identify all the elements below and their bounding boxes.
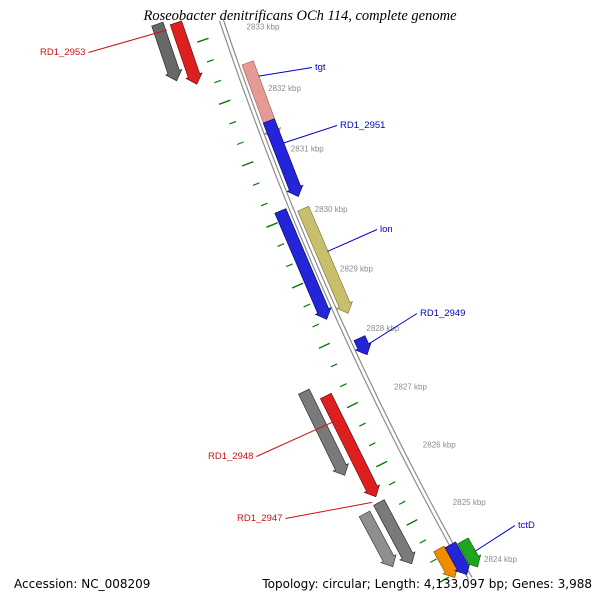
- accession-text: Accession: NC_008209: [14, 577, 151, 591]
- ruler-label: 2829 kbp: [340, 265, 373, 274]
- ruler-label: 2830 kbp: [315, 205, 348, 214]
- minor-tick: [430, 558, 437, 563]
- status-bar: Accession: NC_008209 Topology: circular;…: [0, 575, 600, 591]
- gene-RD1_2947[interactable]: [373, 499, 416, 565]
- minor-tick: [330, 363, 338, 368]
- major-tick: [266, 222, 278, 228]
- genome-summary-text: Topology: circular; Length: 4,133,097 bp…: [262, 577, 592, 591]
- ruler-label: 2831 kbp: [291, 145, 324, 154]
- minor-tick: [368, 442, 376, 447]
- label-leader: [88, 29, 167, 53]
- gene-label-RD1_2951[interactable]: RD1_2951: [340, 120, 385, 131]
- ruler-label: 2827 kbp: [394, 383, 427, 392]
- label-leader: [283, 125, 338, 144]
- map-title: Roseobacter denitrificans OCh 114, compl…: [143, 8, 457, 24]
- major-tick: [346, 401, 359, 409]
- minor-tick: [206, 59, 214, 63]
- gene-label-tgt[interactable]: tgt: [315, 62, 326, 73]
- gene-feature[interactable]: [298, 388, 349, 476]
- gene-feature[interactable]: [444, 541, 471, 575]
- gene-label-tctD[interactable]: tctD: [518, 520, 535, 531]
- major-tick: [291, 282, 304, 289]
- gene-label-RD1_2948[interactable]: RD1_2948: [208, 451, 253, 462]
- gene-RD1_2951[interactable]: [262, 118, 304, 198]
- major-tick: [318, 342, 331, 349]
- gene-label-RD1_2953[interactable]: RD1_2953: [40, 47, 85, 58]
- minor-tick: [236, 141, 244, 146]
- minor-tick: [214, 79, 222, 84]
- minor-tick: [252, 182, 260, 186]
- major-tick: [406, 518, 418, 526]
- major-tick: [196, 37, 209, 43]
- major-tick: [218, 99, 231, 105]
- ruler-label: 2826 kbp: [423, 441, 456, 450]
- gene-RD1_2953[interactable]: [169, 20, 203, 85]
- ruler-label: 2832 kbp: [268, 84, 301, 93]
- label-leader: [256, 421, 333, 457]
- major-tick: [375, 460, 388, 468]
- gene-label-RD1_2949[interactable]: RD1_2949: [420, 308, 465, 319]
- minor-tick: [260, 202, 268, 207]
- minor-tick: [339, 383, 347, 388]
- minor-tick: [419, 539, 427, 544]
- gene-feature[interactable]: [274, 208, 332, 320]
- minor-tick: [285, 263, 293, 268]
- minor-tick: [398, 500, 406, 505]
- minor-tick: [277, 243, 285, 247]
- gene-lon[interactable]: [297, 205, 353, 314]
- gene-RD1_2948[interactable]: [319, 392, 380, 498]
- gene-RD1_2949[interactable]: [353, 335, 372, 356]
- label-leader: [327, 229, 378, 252]
- label-leader: [258, 67, 313, 77]
- gene-label-RD1_2947[interactable]: RD1_2947: [237, 513, 282, 524]
- ruler-label: 2833 kbp: [247, 23, 280, 32]
- label-leader: [285, 501, 373, 519]
- gene-label-lon[interactable]: lon: [380, 224, 393, 235]
- gene-tctD[interactable]: [457, 537, 482, 568]
- ruler-label: 2828 kbp: [366, 324, 399, 333]
- minor-tick: [312, 323, 320, 328]
- ruler-label: 2825 kbp: [453, 498, 486, 507]
- minor-tick: [388, 481, 396, 486]
- major-tick: [241, 161, 254, 167]
- minor-tick: [229, 120, 237, 125]
- minor-tick: [359, 422, 366, 427]
- ruler-label: 2824 kbp: [484, 555, 517, 564]
- label-leader: [368, 313, 418, 345]
- genome-backbone: [222, 19, 473, 578]
- genome-backbone: [218, 20, 470, 580]
- minor-tick: [303, 303, 311, 308]
- label-leader: [475, 525, 516, 552]
- gene-feature[interactable]: [358, 510, 397, 568]
- major-tick: [438, 576, 450, 584]
